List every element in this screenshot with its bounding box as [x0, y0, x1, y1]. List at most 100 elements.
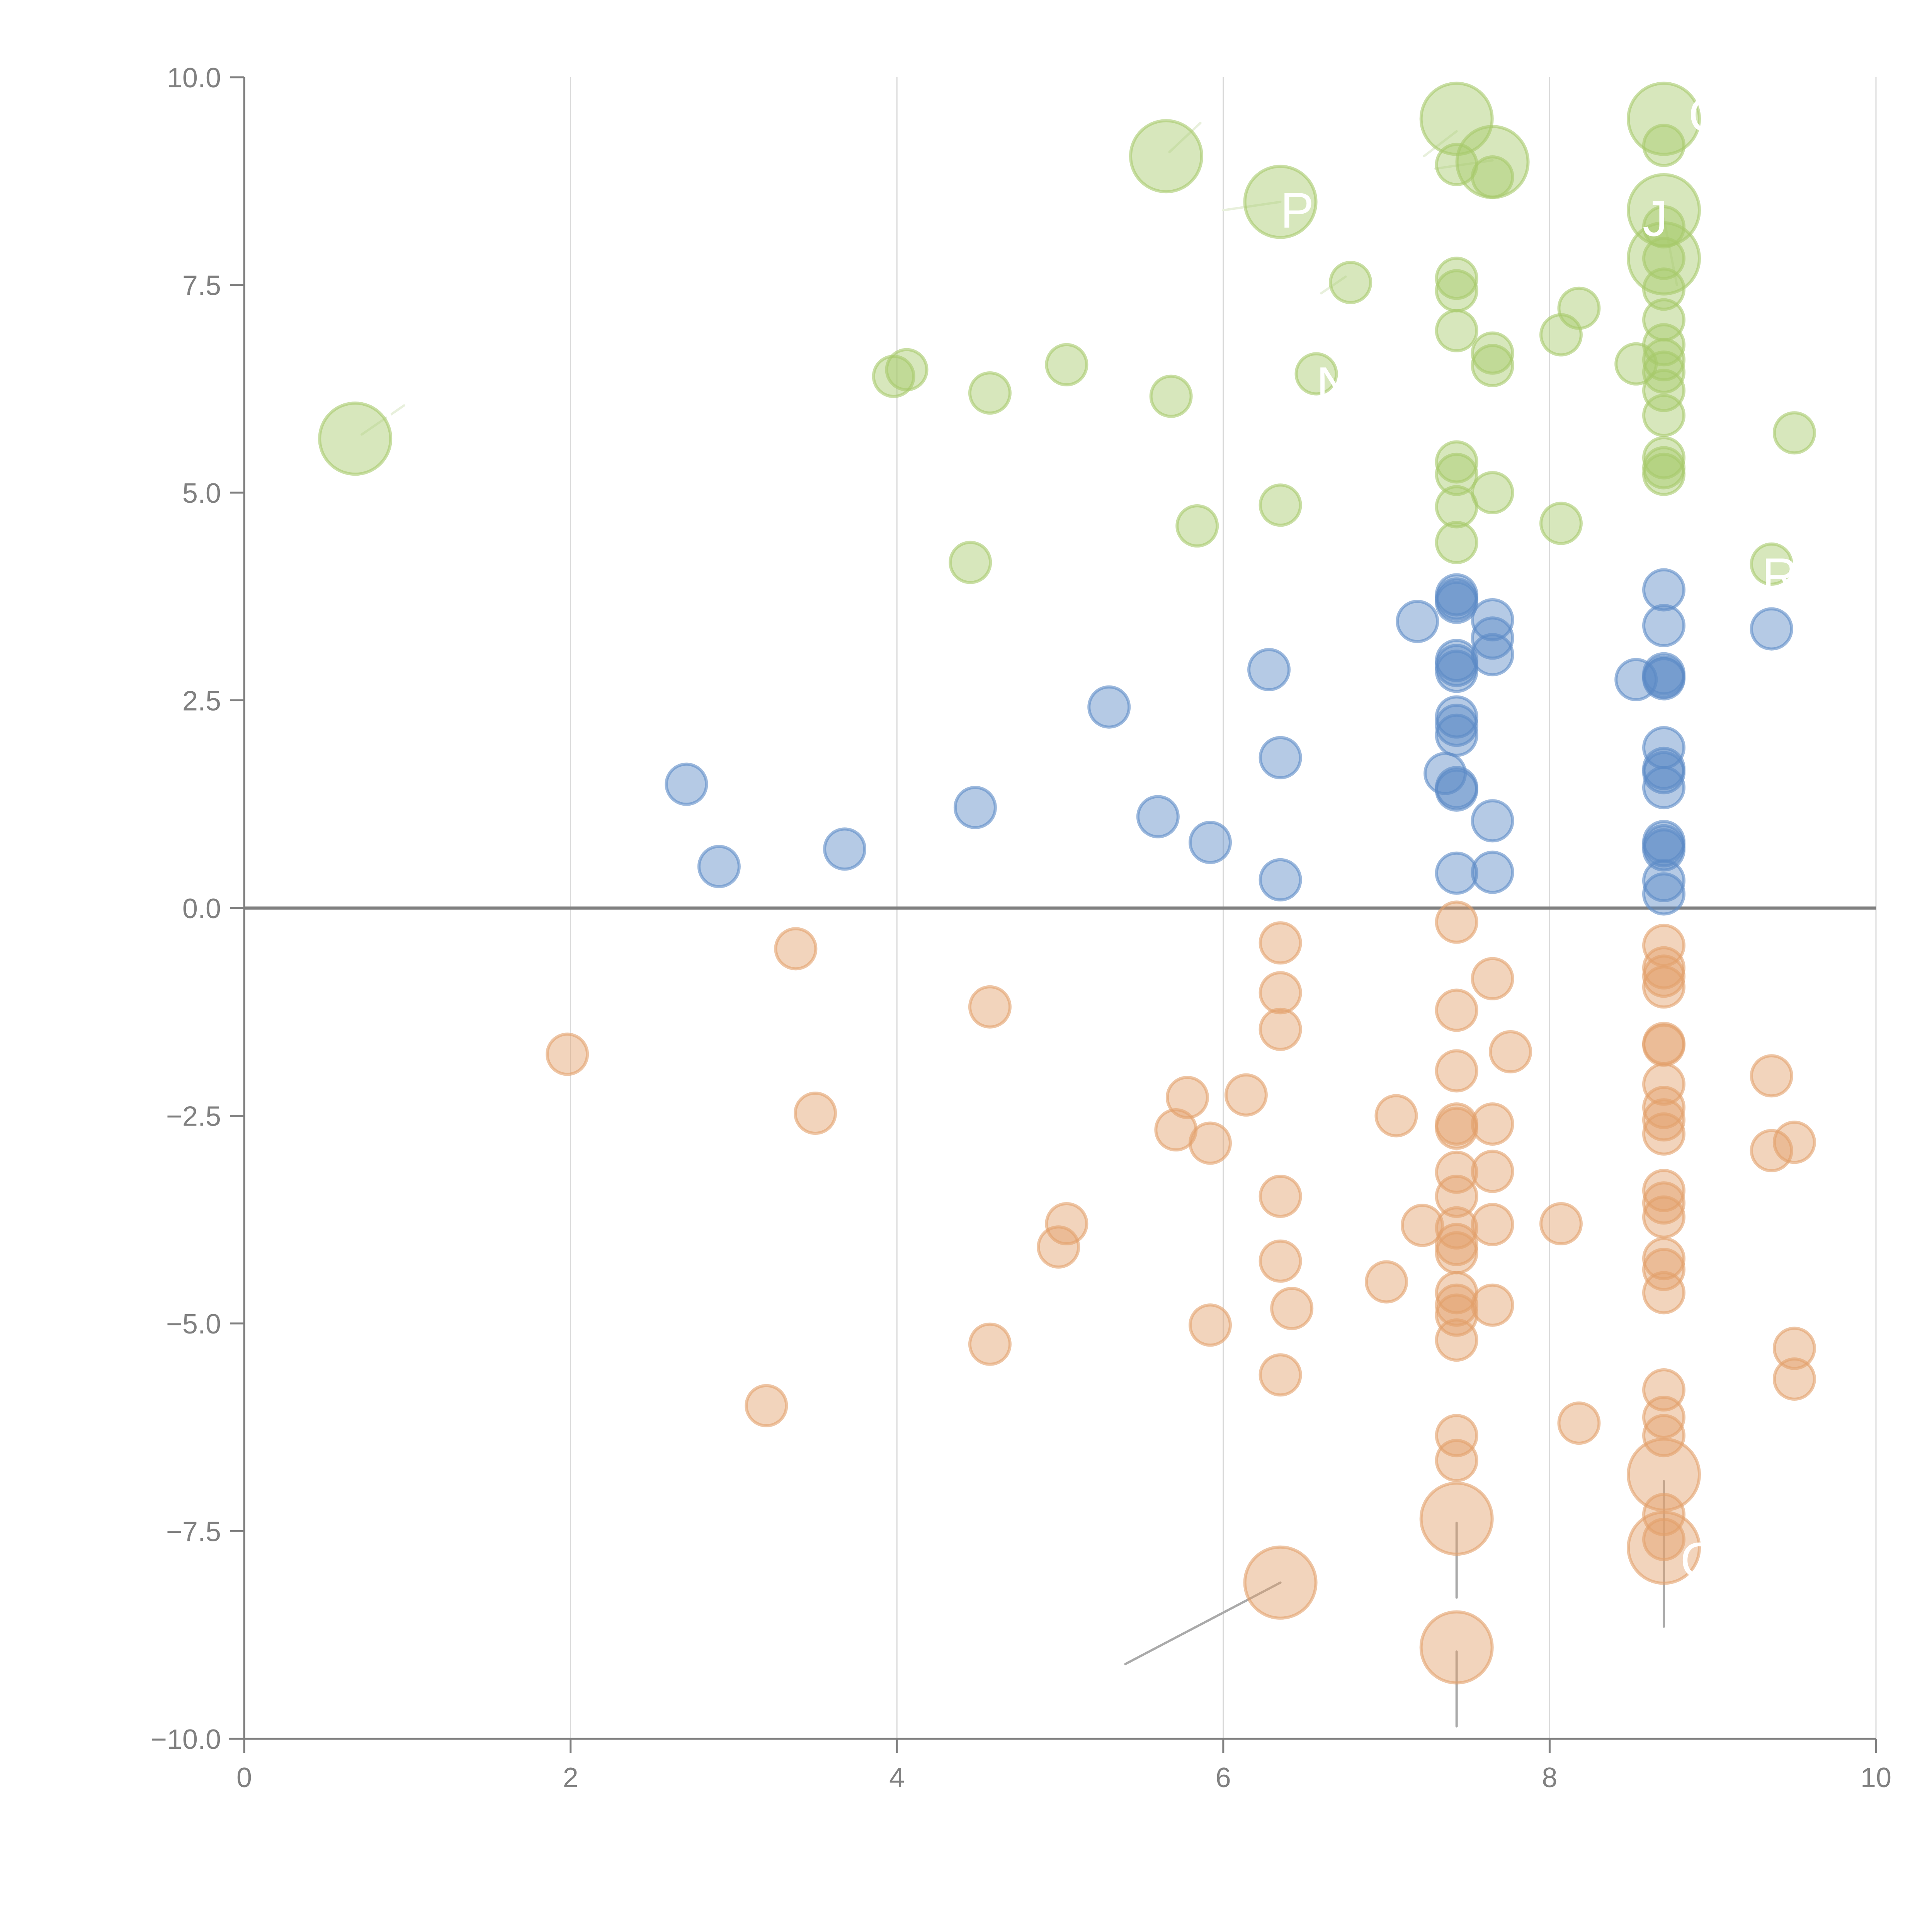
data-point-blue — [1642, 751, 1686, 794]
data-point-green — [1243, 165, 1318, 239]
data-point-orange — [1189, 1121, 1232, 1165]
data-point-blue — [1642, 604, 1686, 647]
data-point-orange — [1259, 1353, 1302, 1397]
data-point-orange — [1037, 1225, 1080, 1269]
data-point-orange — [794, 1092, 837, 1135]
data-point-orange — [1772, 1357, 1816, 1401]
data-point-green — [1435, 269, 1478, 313]
data-point-green — [1329, 261, 1372, 304]
data-point-green — [1175, 504, 1219, 548]
data-point-orange — [1642, 1098, 1686, 1142]
data-point-green — [968, 371, 1012, 415]
annotation-label: C — [1688, 87, 1725, 143]
data-point-orange — [1557, 1401, 1601, 1445]
x-tick-label: 10 — [1861, 1762, 1891, 1793]
data-point-green — [1642, 205, 1686, 248]
leader-line — [1434, 159, 1494, 170]
y-tick-label: 2.5 — [182, 686, 221, 717]
data-point-orange — [1750, 1054, 1793, 1098]
y-tick-label: 10.0 — [167, 63, 221, 94]
data-point-orange — [745, 1384, 788, 1427]
data-point-orange — [1259, 1239, 1302, 1283]
data-point-orange — [1401, 1204, 1444, 1247]
data-point-orange — [1435, 1318, 1478, 1362]
data-point-green — [1614, 342, 1658, 386]
data-point-orange — [1435, 1206, 1478, 1250]
data-point-orange — [1224, 1073, 1268, 1117]
series-blue — [665, 568, 1793, 916]
data-point-orange — [1642, 1518, 1686, 1561]
data-point-orange — [1243, 1545, 1318, 1620]
data-point-green — [1435, 452, 1478, 496]
data-point-orange — [1435, 1175, 1478, 1218]
data-point-blue — [1087, 685, 1131, 729]
data-point-orange — [1642, 1062, 1686, 1106]
data-point-green — [1642, 394, 1686, 437]
data-point-orange — [1642, 965, 1686, 1009]
data-point-orange — [1435, 1283, 1478, 1327]
data-point-orange — [1045, 1202, 1088, 1245]
data-point-orange — [1471, 1283, 1514, 1327]
data-point-green — [1045, 343, 1088, 386]
data-point-orange — [1642, 1395, 1686, 1439]
data-point-green — [1642, 369, 1686, 412]
data-point-blue — [1642, 568, 1686, 612]
annotation-label: C — [383, 381, 419, 438]
data-point-blue — [1471, 598, 1514, 641]
data-point-green — [1642, 124, 1686, 167]
data-point-green — [1642, 350, 1686, 394]
data-point-orange — [1471, 1203, 1514, 1247]
y-tick-label: −10.0 — [151, 1724, 221, 1755]
data-point-blue — [823, 827, 867, 871]
data-point-orange — [1374, 1094, 1418, 1138]
data-point-green — [318, 401, 393, 476]
data-point-green — [1471, 331, 1514, 375]
data-point-blue — [1136, 795, 1180, 838]
annotation-label: C — [1680, 1532, 1716, 1588]
data-point-blue — [1642, 766, 1686, 810]
leader-line — [1222, 201, 1282, 211]
leader-lines — [361, 122, 1678, 1728]
data-point-orange — [1471, 957, 1514, 1000]
leader-line — [1168, 122, 1202, 153]
x-tick-label: 4 — [889, 1762, 905, 1793]
data-point-green — [1435, 257, 1478, 300]
data-point-blue — [1471, 850, 1514, 894]
data-point-blue — [1435, 580, 1478, 624]
y-axis-ticks: 10.0 7.5 5.0 2.5 0.0 −2.5 −5.0 −7.5 −10.0 — [151, 63, 244, 1755]
data-point-orange — [1642, 1493, 1686, 1536]
data-point-orange — [1259, 921, 1302, 965]
data-point-orange — [1165, 1076, 1209, 1119]
annotation-label: N — [1316, 357, 1353, 413]
data-point-green — [1259, 483, 1302, 527]
data-point-orange — [1750, 1129, 1793, 1172]
x-tick-label: 2 — [563, 1762, 578, 1793]
data-point-green — [885, 348, 929, 391]
data-point-orange — [1189, 1303, 1232, 1347]
data-point-orange — [774, 927, 818, 971]
data-point-orange — [1642, 1195, 1686, 1239]
data-point-blue — [1435, 768, 1478, 812]
data-point-orange — [1627, 1510, 1701, 1585]
data-point-blue — [1750, 607, 1793, 651]
data-point-orange — [1772, 1121, 1816, 1164]
data-point-orange — [968, 985, 1012, 1029]
data-point-orange — [1471, 1150, 1514, 1193]
data-point-orange — [1365, 1260, 1408, 1304]
data-point-green — [1435, 521, 1478, 564]
data-point-blue — [1435, 713, 1478, 757]
data-point-blue — [1259, 858, 1302, 901]
data-point-green — [1435, 485, 1478, 529]
data-point-orange — [1435, 1106, 1478, 1150]
data-point-green — [1129, 119, 1203, 194]
data-point-green — [1539, 313, 1583, 357]
data-points — [318, 82, 1816, 1685]
data-point-orange — [1642, 1023, 1686, 1067]
data-point-green — [1642, 452, 1686, 496]
data-point-green — [1750, 542, 1793, 586]
data-point-blue — [1435, 704, 1478, 747]
leader-line — [361, 404, 405, 436]
data-point-green — [1772, 411, 1816, 455]
data-point-orange — [1435, 1231, 1478, 1275]
